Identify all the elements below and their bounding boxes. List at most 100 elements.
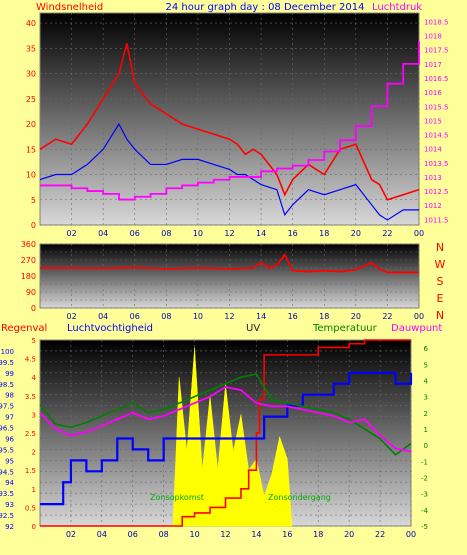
- temperature-y-tick: 0: [424, 442, 428, 450]
- x-tick-label: 10: [189, 530, 199, 539]
- pressure-line: [40, 41, 420, 201]
- rain-line: [40, 339, 411, 527]
- rain-y-tick: 4: [32, 374, 37, 382]
- wind-y-tick: 10: [26, 171, 36, 180]
- x-tick-label: 10: [193, 312, 203, 321]
- x-tick-label: 16: [288, 229, 298, 238]
- x-tick-label: 22: [382, 229, 392, 238]
- x-tick-label: 18: [319, 312, 329, 321]
- temperature-y-tick: -5: [421, 523, 428, 531]
- rain-y-tick: 2: [32, 449, 36, 457]
- direction-y-tick: 270: [21, 256, 36, 265]
- pressure-y-tick: 1018.5: [424, 18, 449, 26]
- pressure-y-tick: 1012.5: [424, 188, 449, 196]
- temperature-y-tick: -4: [421, 507, 429, 515]
- humidity-y-tick: 92: [5, 523, 14, 531]
- humidity-axis-title: Luchtvochtigheid: [67, 323, 153, 334]
- x-tick-label: 06: [130, 229, 140, 238]
- temperature-y-tick: 1: [424, 426, 428, 434]
- humidity-y-tick: 100: [1, 348, 14, 356]
- pressure-y-tick: 1016.5: [424, 75, 449, 83]
- wind-y-tick: 15: [26, 145, 36, 154]
- rain-axis-title: Regenval: [1, 323, 47, 334]
- temperature-y-tick: 2: [424, 410, 428, 418]
- x-tick-label: 20: [351, 312, 361, 321]
- rain-y-tick: 3: [32, 411, 36, 419]
- humidity-y-tick: 95: [5, 457, 14, 465]
- rain-y-tick: 0.5: [25, 504, 36, 512]
- rain-y-tick: 0: [32, 523, 36, 531]
- wind-y-tick: 40: [26, 19, 36, 28]
- x-tick-label: 04: [98, 312, 108, 321]
- x-tick-label: 14: [256, 312, 266, 321]
- x-tick-label: 08: [161, 312, 171, 321]
- temperature-y-tick: -2: [421, 474, 428, 482]
- direction-y-tick: 0: [31, 304, 36, 313]
- pressure-y-tick: 1016: [424, 89, 442, 97]
- rain-y-tick: 2.5: [25, 430, 36, 438]
- temperature-y-tick: 4: [424, 377, 429, 385]
- x-tick-label: 12: [224, 312, 234, 321]
- x-tick-label: 16: [288, 312, 298, 321]
- pressure-y-tick: 1013.5: [424, 160, 449, 168]
- wind-y-tick: 25: [26, 95, 36, 104]
- direction-y-tick: 360: [21, 240, 36, 249]
- pressure-y-tick: 1012: [424, 202, 442, 210]
- temperature-y-tick: -3: [421, 491, 428, 499]
- sunset-label: Zonsondergang: [268, 493, 331, 502]
- x-tick-label: 22: [375, 530, 385, 539]
- x-tick-label: 02: [66, 530, 76, 539]
- compass-label: N: [436, 309, 444, 322]
- x-tick-label: 08: [159, 530, 169, 539]
- humidity-y-tick: 98: [5, 392, 14, 400]
- x-tick-label: 14: [251, 530, 261, 539]
- x-tick-label: 20: [351, 229, 361, 238]
- compass-label: N: [436, 241, 444, 254]
- humidity-y-tick: 92.5: [0, 512, 14, 520]
- direction-y-tick: 90: [26, 288, 36, 297]
- x-tick-label: 00: [414, 229, 424, 238]
- temperature-y-tick: -1: [421, 458, 428, 466]
- rain-y-tick: 4.5: [25, 356, 36, 364]
- wind-direction-line: [40, 252, 419, 274]
- x-tick-label: 00: [406, 530, 416, 539]
- x-tick-label: 12: [224, 229, 234, 238]
- wind-average-line: [39, 122, 419, 221]
- chart-title: 24 hour graph day : 08 December 2014: [166, 2, 365, 13]
- humidity-y-tick: 94: [5, 479, 14, 487]
- direction-y-tick: 180: [21, 272, 36, 281]
- uv-area: [172, 347, 293, 527]
- wind-y-tick: 30: [26, 70, 36, 79]
- wind-y-tick: 20: [26, 120, 36, 129]
- x-tick-label: 08: [161, 229, 171, 238]
- x-tick-label: 02: [66, 312, 76, 321]
- x-tick-label: 12: [220, 530, 230, 539]
- rain-y-tick: 3.5: [25, 393, 36, 401]
- x-tick-label: 14: [256, 229, 266, 238]
- humidity-y-tick: 96.5: [0, 425, 14, 433]
- uv-title: UV: [246, 323, 260, 334]
- humidity-y-tick: 97: [5, 414, 14, 422]
- x-tick-label: 18: [313, 530, 323, 539]
- x-tick-label: 00: [414, 312, 424, 321]
- humidity-y-tick: 93.5: [0, 490, 14, 498]
- x-tick-label: 16: [282, 530, 292, 539]
- wind-y-tick: 35: [26, 44, 36, 53]
- pressure-y-tick: 1015: [424, 117, 442, 125]
- wind-y-tick: 0: [31, 221, 36, 230]
- temperature-line: [39, 373, 412, 456]
- compass-label: S: [437, 275, 444, 288]
- x-tick-label: 04: [97, 530, 107, 539]
- pressure-y-tick: 1014.5: [424, 132, 449, 140]
- pressure-y-tick: 1017.5: [424, 47, 449, 55]
- pressure-y-tick: 1013: [424, 174, 442, 182]
- wind-y-tick: 5: [31, 196, 36, 205]
- x-tick-label: 04: [98, 229, 108, 238]
- humidity-y-tick: 99: [5, 370, 14, 378]
- pressure-axis-title: Luchtdruk: [372, 2, 422, 13]
- humidity-y-tick: 94.5: [0, 468, 14, 476]
- humidity-line: [40, 371, 413, 506]
- rain-y-tick: 5: [32, 337, 36, 345]
- temperature-y-tick: 6: [424, 345, 429, 353]
